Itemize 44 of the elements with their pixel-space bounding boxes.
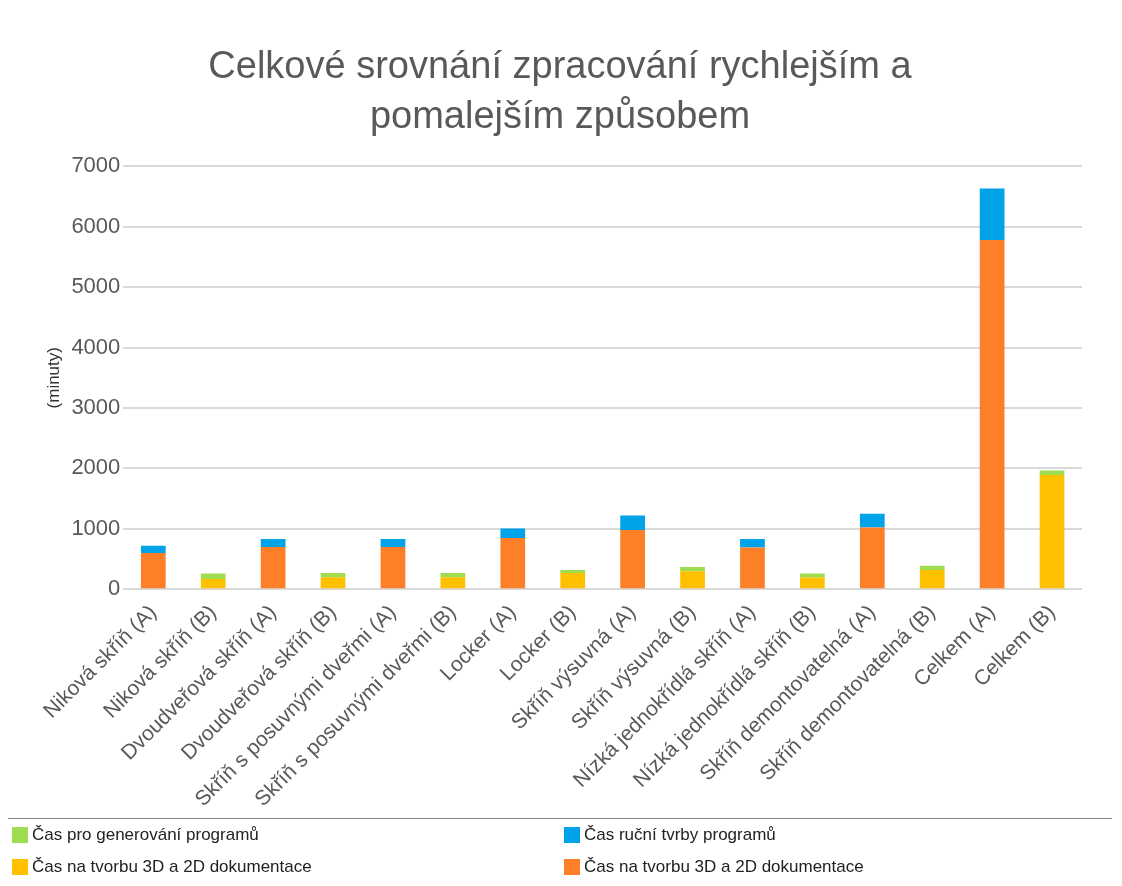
bar [919, 569, 945, 589]
bar [440, 572, 466, 578]
bar [500, 537, 526, 589]
bar [859, 527, 885, 589]
bar [140, 545, 166, 554]
chart-title: Celkové srovnání zpracování rychlejším a pomalejším způsobem [207, 43, 913, 138]
bar [740, 539, 765, 548]
legend-label: Čas ruční tvrby programů [584, 825, 776, 845]
bar [859, 513, 885, 528]
bar [680, 566, 705, 572]
bar [200, 579, 226, 589]
bar [320, 572, 346, 578]
y-tick-label: 1000 [71, 514, 121, 540]
bar [560, 569, 586, 573]
bar [1039, 475, 1065, 589]
bar [260, 546, 286, 589]
y-tick-label: 4000 [71, 333, 121, 359]
legend-label: Čas na tvorbu 3D a 2D dokumentace [584, 857, 864, 877]
bar [140, 553, 166, 589]
y-tick-label: 3000 [71, 394, 121, 420]
y-tick-label: 2000 [71, 454, 121, 480]
y-tick-label: 6000 [71, 212, 121, 238]
y-tick-label: 0 [108, 575, 121, 601]
bar [380, 546, 406, 589]
bar [380, 539, 406, 547]
bar [979, 239, 1005, 589]
y-tick-label: 5000 [71, 273, 121, 299]
bar [560, 572, 586, 589]
bar [320, 577, 346, 589]
legend-label: Čas pro generování programů [32, 825, 259, 845]
legend-label: Čas na tvorbu 3D a 2D dokumentace [32, 857, 312, 877]
bar [740, 547, 765, 589]
bar [800, 577, 825, 589]
bar [680, 571, 705, 589]
y-tick-label: 7000 [71, 152, 121, 178]
bar [500, 528, 526, 538]
bar [620, 530, 645, 589]
bar [200, 573, 226, 579]
y-axis-title: (minuty) [43, 347, 63, 409]
bar [919, 565, 945, 570]
bar [620, 515, 645, 531]
bar [260, 539, 286, 547]
bar [440, 577, 466, 589]
bar [979, 188, 1005, 240]
